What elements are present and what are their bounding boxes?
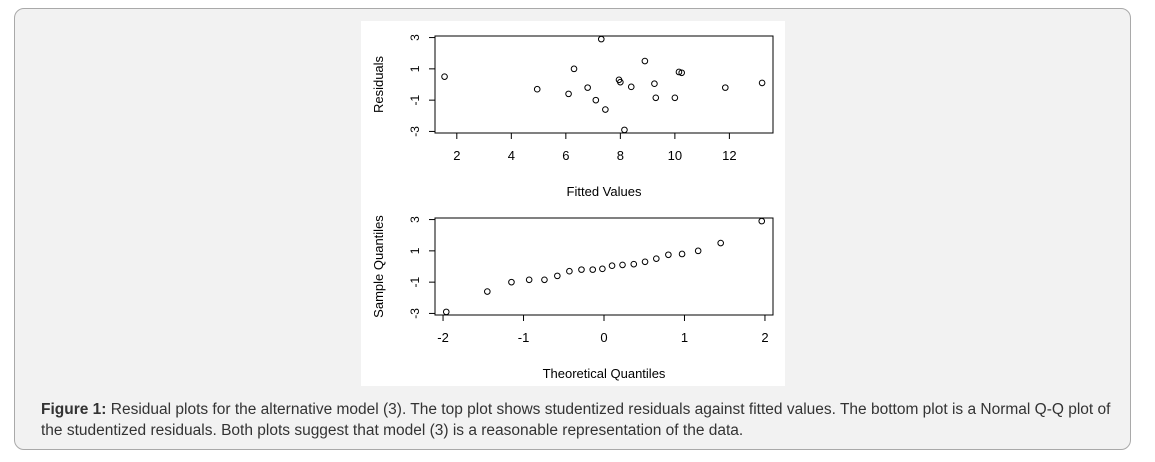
qq-data-point (717, 239, 724, 247)
residuals-x-tick-label: 4 (508, 148, 515, 163)
figure-caption: Figure 1: Residual plots for the alterna… (41, 399, 1121, 441)
qq-data-point (678, 250, 686, 258)
residuals-x-tick-label: 2 (453, 148, 460, 163)
caption-text: Residual plots for the alternative model… (41, 401, 1111, 439)
residuals-data-point (678, 69, 685, 77)
qq-y-tick-label: -3 (408, 308, 422, 319)
residuals-x-axis-label: Fitted Values (567, 184, 642, 199)
residuals-x-tick-label: 8 (617, 148, 624, 163)
qq-data-point (589, 266, 597, 273)
residuals-data-point (441, 73, 448, 80)
caption-label: Figure 1: (41, 401, 107, 418)
qq-data-point (599, 265, 606, 273)
residuals-data-point (627, 83, 635, 91)
qq-data-point (694, 247, 702, 255)
qq-data-point (630, 260, 638, 268)
residuals-x-tick-label: 12 (722, 148, 736, 163)
residuals-data-point (641, 57, 649, 65)
qq-data-point (554, 272, 561, 280)
residuals-y-tick-label: -1 (408, 94, 422, 105)
qq-y-axis-label: Sample Quantiles (371, 215, 386, 318)
residuals-data-point (570, 65, 578, 73)
residuals-data-point (533, 85, 541, 93)
residuals-data-point (652, 94, 660, 102)
residuals-plot-frame (434, 35, 774, 134)
residuals-data-point (671, 94, 679, 102)
qq-data-point (508, 278, 515, 286)
qq-data-point (541, 276, 548, 284)
qq-x-axis-label: Theoretical Quantiles (543, 366, 666, 381)
residuals-x-tick-label: 6 (562, 148, 569, 163)
qq-y-tick-label: -1 (408, 276, 422, 287)
residuals-data-point (592, 96, 600, 104)
qq-x-tick-label: -1 (518, 330, 530, 345)
qq-x-tick-label: 0 (600, 330, 607, 345)
qq-data-point (484, 288, 491, 295)
plot-panel: 2 4 6 8 10 12 -3 -1 1 3 Fitted Values Residuals -2 -1… (361, 21, 785, 386)
qq-data-point (566, 267, 573, 275)
residuals-y-axis-label: Residuals (371, 55, 386, 113)
qq-data-point (608, 262, 616, 270)
qq-data-point (653, 255, 660, 262)
qq-data-point (619, 261, 626, 269)
residuals-data-point (565, 90, 572, 98)
residuals-data-point (602, 106, 609, 113)
qq-y-tick-label: 3 (408, 216, 422, 223)
residuals-data-point (617, 78, 624, 86)
qq-data-point (442, 308, 450, 316)
qq-x-tick-label: 2 (761, 330, 768, 345)
qq-data-point (665, 251, 672, 259)
residuals-data-point (621, 126, 628, 134)
residuals-data-point (597, 35, 605, 43)
residuals-y-tick-label: 1 (408, 65, 422, 72)
residuals-y-tick-label: 3 (408, 34, 422, 41)
qq-x-tick-label: 1 (681, 330, 688, 345)
residuals-data-point (651, 80, 658, 88)
qq-data-point (641, 258, 649, 266)
qq-data-point (525, 276, 533, 284)
qq-data-point (758, 217, 766, 225)
residuals-data-point (675, 68, 683, 76)
residuals-data-point (758, 79, 766, 87)
residuals-data-point (721, 84, 729, 91)
qq-y-tick-label: 1 (408, 247, 422, 254)
residuals-data-point (584, 84, 591, 91)
figure-container: 2 4 6 8 10 12 -3 -1 1 3 Fitted Values Residuals -2 -1… (14, 8, 1131, 450)
qq-data-point (578, 266, 585, 273)
residuals-y-tick-label: -3 (408, 126, 422, 137)
qq-x-tick-label: -2 (437, 330, 449, 345)
residuals-x-tick-label: 10 (668, 148, 682, 163)
